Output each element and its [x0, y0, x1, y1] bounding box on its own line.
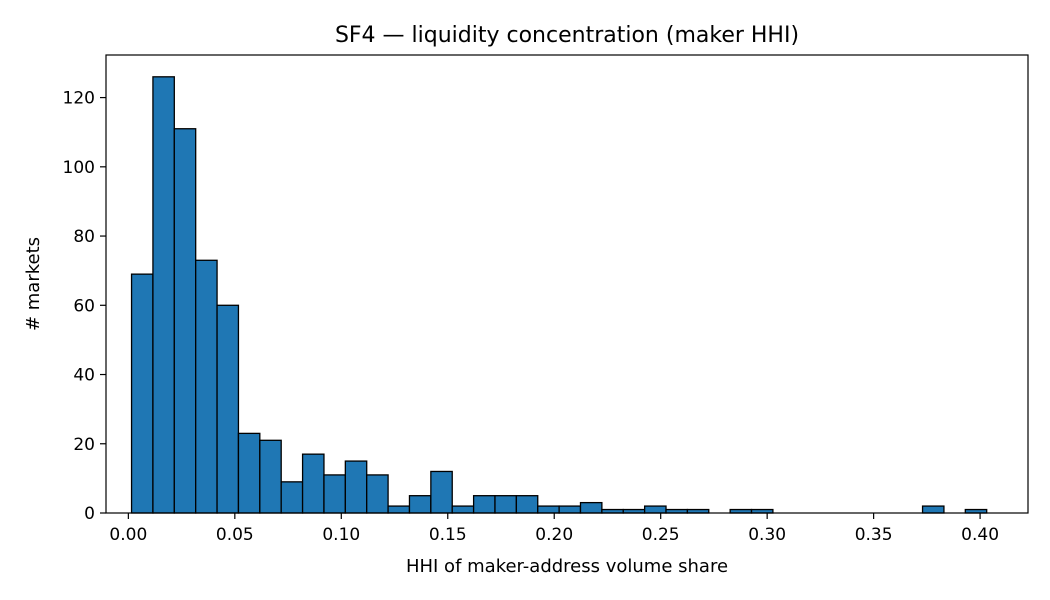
- x-tick-label: 0.05: [216, 525, 254, 545]
- y-tick-label: 0: [84, 504, 95, 524]
- histogram-bar: [280, 481, 304, 514]
- histogram-bar: [237, 432, 261, 514]
- y-tick-label: 120: [63, 89, 95, 109]
- histogram-bar: [152, 76, 175, 514]
- histogram-bar: [130, 273, 154, 514]
- histogram-bar: [921, 505, 945, 514]
- x-axis-label: HHI of maker-address volume share: [406, 556, 728, 577]
- histogram-bar: [387, 505, 411, 514]
- histogram-bar: [408, 495, 432, 514]
- histogram-bar: [494, 495, 518, 514]
- y-tick-label: 20: [73, 435, 95, 455]
- x-tick-label: 0.25: [642, 525, 680, 545]
- bars-group: [130, 76, 988, 514]
- x-tick-label: 0.35: [855, 525, 893, 545]
- x-tick-label: 0.00: [109, 525, 147, 545]
- histogram-bar: [579, 501, 603, 514]
- histogram-bar: [366, 474, 389, 514]
- plot-frame: [105, 54, 1029, 514]
- x-tick-label: 0.10: [322, 525, 360, 545]
- chart-title: SF4 — liquidity concentration (maker HHI…: [335, 23, 799, 48]
- y-axis-label: # markets: [23, 237, 44, 331]
- histogram-bar: [643, 505, 667, 514]
- histogram-bar: [430, 470, 453, 514]
- histogram-bar: [195, 259, 218, 514]
- x-tick-label: 0.20: [535, 525, 573, 545]
- y-tick-label: 40: [73, 366, 95, 386]
- histogram-bar: [537, 505, 560, 514]
- y-axis-ticks: 0 20 40 60 80 100 120: [63, 89, 106, 524]
- histogram-bar: [173, 128, 197, 514]
- x-axis-ticks: 0.00 0.05 0.10 0.15 0.20 0.25 0.30 0.35 0.40: [109, 513, 999, 545]
- histogram-bar: [451, 505, 475, 514]
- histogram-bar: [323, 474, 346, 514]
- y-tick-label: 100: [63, 158, 95, 178]
- x-tick-label: 0.40: [961, 525, 999, 545]
- y-tick-label: 60: [73, 296, 95, 316]
- histogram-bar: [344, 460, 368, 514]
- histogram-bar: [301, 453, 325, 514]
- histogram-bar: [259, 439, 282, 514]
- histogram-bar: [558, 505, 582, 514]
- histogram-bar: [472, 495, 496, 514]
- y-tick-label: 80: [73, 227, 95, 247]
- histogram-bar: [515, 495, 539, 514]
- x-tick-label: 0.30: [748, 525, 786, 545]
- histogram-bar: [216, 304, 240, 514]
- x-tick-label: 0.15: [429, 525, 467, 545]
